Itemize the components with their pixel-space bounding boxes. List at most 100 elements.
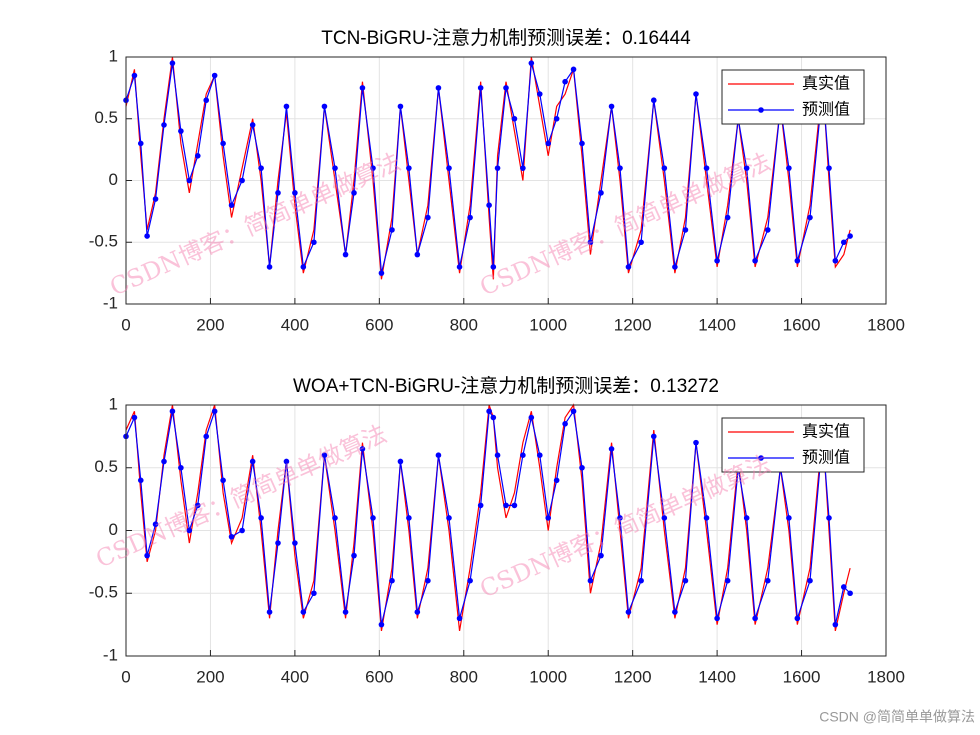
data-point [211,72,218,79]
x-tick-label: 0 [121,315,130,334]
data-point [389,227,395,233]
data-point [283,103,290,110]
x-tick-label: 800 [450,315,478,334]
data-point [342,251,349,258]
y-tick-label: -1 [103,293,118,312]
data-point [161,458,167,465]
data-point [131,414,138,421]
data-point [587,239,594,246]
data-point [608,446,615,452]
data-point [598,552,604,559]
data-point [536,91,543,97]
data-point [446,165,452,171]
data-point [625,609,632,615]
data-point [169,408,176,415]
data-point [786,515,792,521]
y-tick-label: 0.5 [94,108,118,127]
data-point [486,408,492,415]
data-point [239,177,245,184]
data-point [752,257,758,264]
data-point [794,615,801,622]
legend-label: 预测值 [802,448,850,467]
data-point [137,140,144,147]
data-point [220,140,226,147]
data-point [520,165,526,171]
y-tick-label: -1 [103,645,118,664]
data-point [370,165,376,171]
x-tick-label: 1400 [698,315,736,334]
data-point [370,515,376,521]
data-point [570,66,577,73]
data-point [579,464,585,471]
data-point [258,165,264,171]
data-point [311,239,317,246]
data-point [359,85,366,91]
data-point [693,439,699,446]
data-point [300,609,307,615]
data-point [414,251,421,258]
data-point [832,621,839,628]
x-tick-label: 200 [196,667,224,686]
data-point [528,414,535,421]
data-point [194,153,201,159]
data-point [703,165,710,171]
data-point [786,165,792,171]
data-point [311,590,317,597]
data-point [397,103,404,110]
data-point [503,502,509,509]
data-point [553,477,560,484]
data-point [617,515,623,521]
legend-marker [758,107,764,113]
data-point [832,257,839,264]
x-tick-label: 400 [281,667,309,686]
data-point [467,577,473,584]
legend-label: 真实值 [802,422,850,441]
y-tick-label: -0.5 [89,583,118,602]
legend-label: 预测值 [802,100,850,119]
y-tick-label: 1 [109,394,118,413]
data-point [228,202,235,208]
data-point [807,214,813,221]
data-point [239,527,245,534]
x-tick-label: 1000 [529,315,567,334]
data-point [144,233,150,239]
data-point [503,85,509,91]
x-tick-label: 1400 [698,667,736,686]
data-point [131,72,138,79]
x-tick-label: 1200 [614,315,652,334]
data-point [511,502,518,509]
data-point [161,122,167,128]
data-point [490,414,497,421]
data-point [520,452,526,459]
data-point [211,408,218,415]
legend-box [721,69,865,125]
data-point [351,190,357,196]
data-point [625,264,632,270]
data-point [764,577,771,584]
data-point [378,621,385,628]
data-point [752,615,758,622]
data-point [456,264,463,270]
data-point [203,97,210,104]
data-point [598,190,604,196]
data-point [435,85,442,91]
data-point [342,609,349,615]
data-point [847,233,853,239]
x-tick-label: 800 [450,667,478,686]
data-point [456,615,463,622]
data-point [477,85,484,91]
data-point [292,190,298,196]
data-point [714,615,720,622]
data-point [425,214,431,221]
subplot: 0 200 400 600 800 1000 1200 1400 1600 1800 -1 -0.5 0… [89,27,905,334]
data-point [194,502,201,509]
data-point [378,270,385,276]
x-tick-label: 600 [365,315,393,334]
data-point [406,165,412,171]
data-point [178,464,184,471]
series-line [125,63,851,274]
data-point [650,433,657,440]
data-point [178,128,184,134]
data-point [807,577,813,584]
